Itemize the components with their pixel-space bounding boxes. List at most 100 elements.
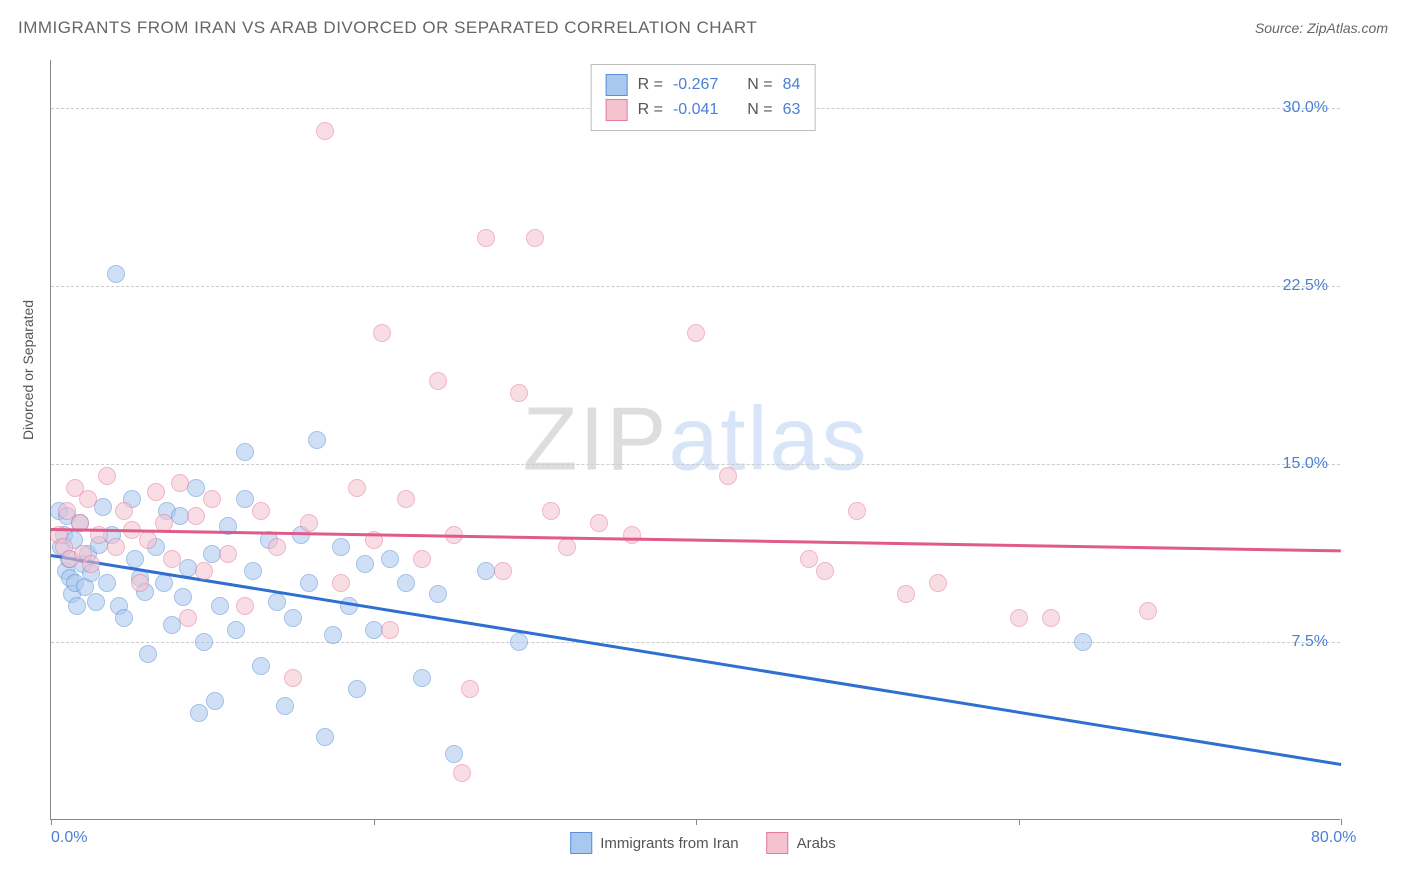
scatter-point xyxy=(174,588,192,606)
scatter-point xyxy=(897,585,915,603)
scatter-point xyxy=(107,538,125,556)
scatter-point xyxy=(413,669,431,687)
x-tick-mark xyxy=(1019,819,1020,825)
scatter-point xyxy=(187,479,205,497)
scatter-point xyxy=(316,122,334,140)
scatter-point xyxy=(381,550,399,568)
legend-item-arabs: Arabs xyxy=(767,832,836,854)
scatter-point xyxy=(1042,609,1060,627)
y-tick-label: 7.5% xyxy=(1292,633,1328,651)
scatter-point xyxy=(171,474,189,492)
legend-row-iran: R = -0.267 N = 84 xyxy=(606,74,801,96)
scatter-point xyxy=(356,555,374,573)
scatter-point xyxy=(115,502,133,520)
scatter-point xyxy=(158,502,176,520)
scatter-point xyxy=(558,538,576,556)
scatter-point xyxy=(244,562,262,580)
scatter-point xyxy=(139,531,157,549)
scatter-point xyxy=(179,609,197,627)
scatter-point xyxy=(155,574,173,592)
scatter-point xyxy=(365,621,383,639)
scatter-point xyxy=(61,569,79,587)
scatter-point xyxy=(136,583,154,601)
scatter-point xyxy=(461,680,479,698)
scatter-point xyxy=(542,502,560,520)
scatter-point xyxy=(65,531,83,549)
scatter-point xyxy=(308,431,326,449)
legend-stats-box: R = -0.267 N = 84 R = -0.041 N = 63 xyxy=(591,64,816,131)
scatter-point xyxy=(316,728,334,746)
scatter-point xyxy=(87,593,105,611)
y-tick-label: 30.0% xyxy=(1283,99,1328,117)
x-tick-label: 80.0% xyxy=(1311,829,1356,847)
x-tick-mark xyxy=(51,819,52,825)
trend-line xyxy=(51,554,1341,765)
scatter-point xyxy=(1139,602,1157,620)
scatter-point xyxy=(252,502,270,520)
scatter-point xyxy=(332,538,350,556)
scatter-point xyxy=(203,545,221,563)
scatter-point xyxy=(623,526,641,544)
legend-item-iran: Immigrants from Iran xyxy=(570,832,738,854)
x-tick-mark xyxy=(1341,819,1342,825)
scatter-point xyxy=(55,538,73,556)
scatter-point xyxy=(76,578,94,596)
scatter-point xyxy=(348,680,366,698)
scatter-point xyxy=(82,564,100,582)
scatter-point xyxy=(800,550,818,568)
scatter-point xyxy=(98,467,116,485)
scatter-point xyxy=(1010,609,1028,627)
trend-line xyxy=(51,528,1341,552)
x-tick-mark xyxy=(374,819,375,825)
scatter-point xyxy=(284,669,302,687)
scatter-point xyxy=(236,597,254,615)
scatter-point xyxy=(123,490,141,508)
x-tick-mark xyxy=(696,819,697,825)
chart-title: IMMIGRANTS FROM IRAN VS ARAB DIVORCED OR… xyxy=(18,18,757,38)
scatter-point xyxy=(58,502,76,520)
scatter-point xyxy=(206,692,224,710)
scatter-point xyxy=(211,597,229,615)
scatter-point xyxy=(510,384,528,402)
y-axis-label: Divorced or Separated xyxy=(20,300,36,440)
scatter-point xyxy=(58,507,76,525)
scatter-point xyxy=(139,645,157,663)
swatch-iran xyxy=(606,74,628,96)
swatch-arabs-icon xyxy=(767,832,789,854)
scatter-point xyxy=(187,507,205,525)
scatter-point xyxy=(90,536,108,554)
scatter-point xyxy=(268,593,286,611)
scatter-point xyxy=(163,550,181,568)
gridline xyxy=(51,464,1340,465)
scatter-point xyxy=(477,229,495,247)
scatter-point xyxy=(300,514,318,532)
scatter-point xyxy=(429,585,447,603)
watermark: ZIPatlas xyxy=(522,388,868,491)
scatter-point xyxy=(227,621,245,639)
scatter-point xyxy=(68,597,86,615)
scatter-point xyxy=(98,574,116,592)
swatch-arabs xyxy=(606,99,628,121)
scatter-point xyxy=(348,479,366,497)
scatter-point xyxy=(203,490,221,508)
scatter-plot-area: ZIPatlas 7.5%15.0%22.5%30.0%0.0%80.0% xyxy=(50,60,1340,820)
scatter-point xyxy=(79,490,97,508)
scatter-point xyxy=(66,574,84,592)
scatter-point xyxy=(94,498,112,516)
scatter-point xyxy=(236,490,254,508)
scatter-point xyxy=(110,597,128,615)
chart-source: Source: ZipAtlas.com xyxy=(1255,20,1388,36)
scatter-point xyxy=(373,324,391,342)
scatter-point xyxy=(66,479,84,497)
scatter-point xyxy=(332,574,350,592)
scatter-point xyxy=(719,467,737,485)
gridline xyxy=(51,642,1340,643)
scatter-point xyxy=(816,562,834,580)
scatter-point xyxy=(50,502,68,520)
scatter-point xyxy=(126,550,144,568)
scatter-point xyxy=(429,372,447,390)
chart-header: IMMIGRANTS FROM IRAN VS ARAB DIVORCED OR… xyxy=(18,18,1388,38)
scatter-point xyxy=(252,657,270,675)
scatter-point xyxy=(687,324,705,342)
gridline xyxy=(51,286,1340,287)
